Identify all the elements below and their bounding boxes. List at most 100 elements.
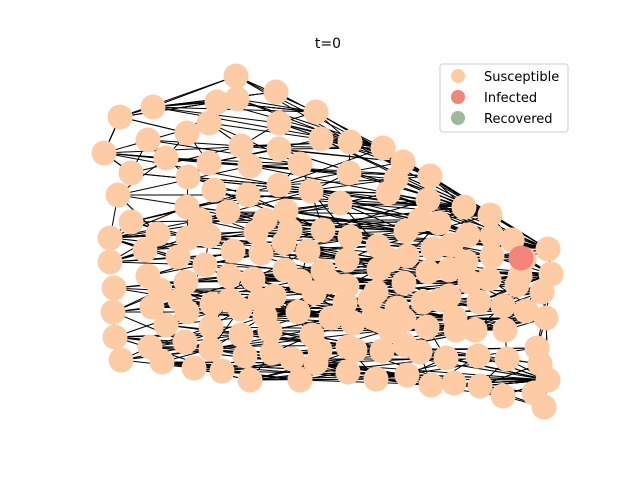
susceptible-node xyxy=(310,217,336,243)
susceptible-node xyxy=(198,336,224,362)
susceptible-node xyxy=(337,224,363,250)
susceptible-node xyxy=(259,340,285,366)
susceptible-node xyxy=(535,236,561,262)
susceptible-node xyxy=(220,238,246,264)
susceptible-node xyxy=(392,332,418,358)
susceptible-node xyxy=(167,287,193,313)
susceptible-node xyxy=(417,163,443,189)
network-edge xyxy=(187,176,280,186)
susceptible-node xyxy=(101,275,127,301)
susceptible-node xyxy=(118,160,144,186)
susceptible-node xyxy=(223,63,249,89)
legend: Susceptible Infected Recovered xyxy=(439,63,569,133)
susceptible-node xyxy=(175,164,201,190)
susceptible-node xyxy=(336,160,362,186)
susceptible-node xyxy=(490,293,516,319)
susceptible-node xyxy=(340,310,366,336)
susceptible-node xyxy=(467,373,493,399)
susceptible-node xyxy=(263,79,289,105)
susceptible-node xyxy=(135,127,161,153)
susceptible-node xyxy=(318,305,344,331)
susceptible-node xyxy=(175,225,201,251)
susceptible-node xyxy=(363,366,389,392)
susceptible-node xyxy=(257,318,283,344)
susceptible-node xyxy=(377,247,403,273)
network-edge xyxy=(152,75,237,108)
susceptible-node xyxy=(303,99,329,125)
network-edge xyxy=(255,231,351,238)
susceptible-node xyxy=(228,322,254,348)
susceptible-node xyxy=(118,209,144,235)
susceptible-node xyxy=(415,187,441,213)
susceptible-node xyxy=(204,89,230,115)
susceptible-node xyxy=(477,202,503,228)
susceptible-node xyxy=(279,346,305,372)
susceptible-node xyxy=(235,182,261,208)
legend-label-recovered: Recovered xyxy=(484,112,553,127)
susceptible-node xyxy=(490,383,516,409)
network-edge xyxy=(349,141,431,177)
network-edge xyxy=(278,147,384,186)
network-edge xyxy=(119,101,218,118)
network-edge xyxy=(278,178,397,186)
susceptible-node xyxy=(187,207,213,233)
susceptible-node xyxy=(153,145,179,171)
susceptible-node xyxy=(102,324,128,350)
susceptible-node xyxy=(237,367,263,393)
susceptible-node xyxy=(266,110,292,136)
network-edge xyxy=(236,98,317,113)
susceptible-node xyxy=(201,177,227,203)
legend-marker-infected xyxy=(451,90,465,104)
susceptible-node xyxy=(391,270,417,296)
susceptible-node xyxy=(307,337,333,363)
susceptible-node xyxy=(100,299,126,325)
susceptible-node xyxy=(342,337,368,363)
network-edge xyxy=(348,172,465,208)
susceptible-node xyxy=(97,249,123,275)
susceptible-node xyxy=(198,314,224,340)
legend-marker-recovered xyxy=(451,111,465,125)
network-edge xyxy=(310,190,389,194)
susceptible-node xyxy=(529,279,555,305)
network-edge xyxy=(165,157,301,165)
susceptible-node xyxy=(427,287,453,313)
susceptible-node xyxy=(97,225,123,251)
legend-label-susceptible: Susceptible xyxy=(484,70,559,85)
susceptible-node xyxy=(285,299,311,325)
susceptible-node xyxy=(414,314,440,340)
susceptible-node xyxy=(317,269,343,295)
susceptible-node xyxy=(192,252,218,278)
susceptible-node xyxy=(462,317,488,343)
susceptible-node xyxy=(335,359,361,385)
susceptible-node xyxy=(438,232,464,258)
susceptible-node xyxy=(228,133,254,159)
susceptible-node xyxy=(216,263,242,289)
legend-label-infected: Infected xyxy=(484,91,537,106)
infected-node xyxy=(508,245,534,271)
susceptible-node xyxy=(308,126,334,152)
network-edge xyxy=(322,199,429,231)
susceptible-node xyxy=(451,194,477,220)
network-edge xyxy=(114,311,188,338)
susceptible-node xyxy=(298,178,324,204)
susceptible-node xyxy=(273,198,299,224)
susceptible-node xyxy=(494,346,520,372)
susceptible-node xyxy=(140,94,166,120)
susceptible-node xyxy=(375,180,401,206)
network-edge xyxy=(109,261,206,266)
susceptible-node xyxy=(266,172,292,198)
susceptible-node xyxy=(248,240,274,266)
susceptible-node xyxy=(334,247,360,273)
susceptible-node xyxy=(132,237,158,263)
susceptible-node xyxy=(247,287,273,313)
network-edge xyxy=(369,299,456,319)
susceptible-node xyxy=(504,272,530,298)
susceptible-node xyxy=(407,207,433,233)
network-edge xyxy=(112,311,186,343)
susceptible-node xyxy=(252,207,278,233)
legend-marker-susceptible xyxy=(451,69,465,83)
susceptible-node xyxy=(492,317,518,343)
network-edge xyxy=(249,165,389,194)
susceptible-node xyxy=(196,110,222,136)
susceptible-node xyxy=(266,136,292,162)
